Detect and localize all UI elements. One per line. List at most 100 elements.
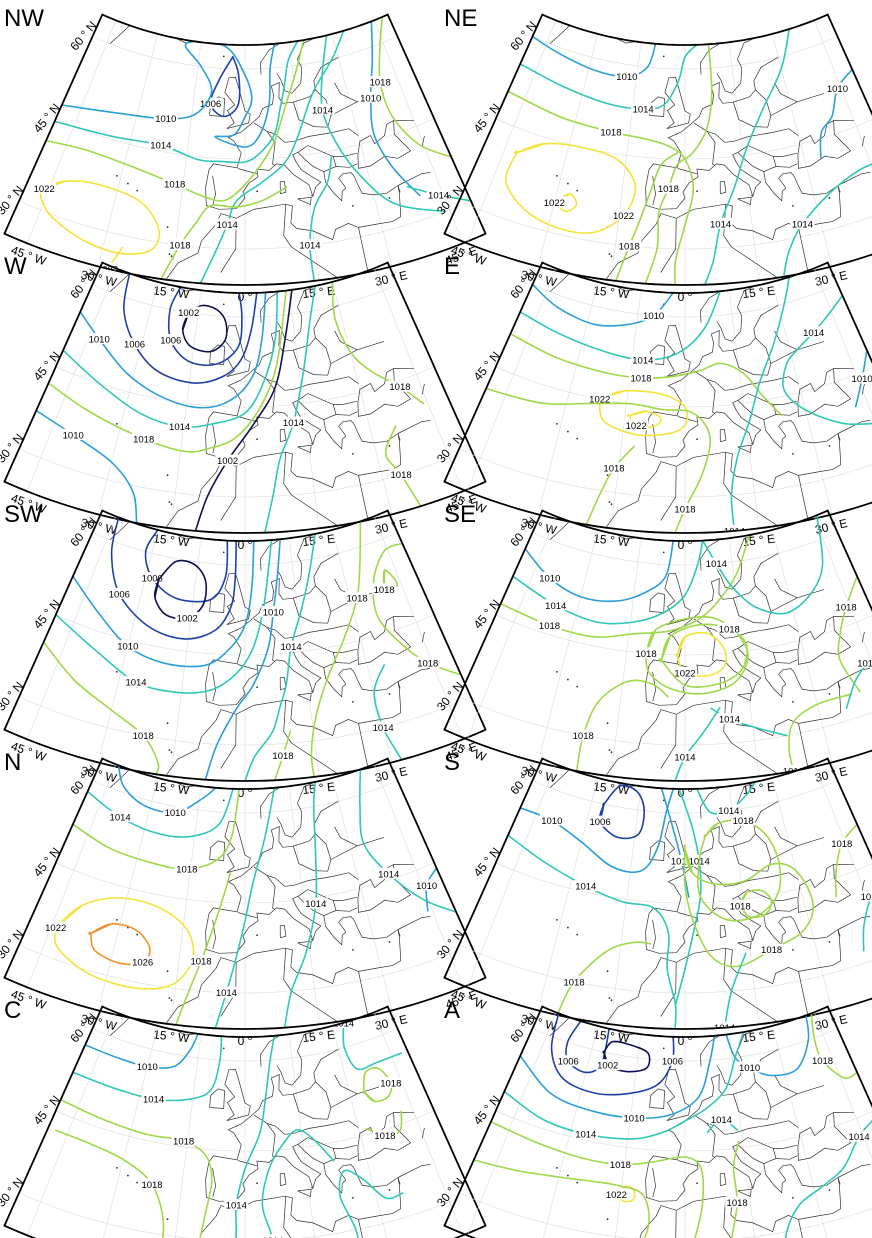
isobar-label-bg [631, 102, 656, 114]
isobar-label: 1014 [719, 715, 740, 726]
lon-tick-label: 15 ° E [302, 532, 336, 550]
isobar-label: 1018 [635, 649, 656, 660]
isobar-line [167, 286, 243, 367]
isobar-label: 1006 [589, 817, 610, 828]
isobar-line [42, 641, 160, 776]
isobar-label-bg [571, 729, 596, 741]
isobar-label-bg [829, 837, 854, 849]
isobar-line [598, 784, 646, 840]
isobar-label: 1006 [109, 589, 130, 600]
lon-tick-label: 15 ° E [742, 284, 776, 302]
isobar-label: 1022 [589, 395, 610, 406]
isobar-label-bg [108, 810, 133, 822]
isobar-label-bg [542, 196, 567, 208]
isobar-label-bg [855, 656, 872, 668]
isobar-label: 1022 [626, 421, 647, 432]
isobar-label: 1014 [169, 422, 190, 433]
isobar-line [519, 1035, 716, 1120]
isobar-label-bg [215, 218, 240, 230]
isobar-label: 1018 [539, 621, 560, 632]
panel-se: 1010 1014 1018 1014 1018 1022 1018 1018 1014 1018… [434, 501, 872, 800]
panel-label: W [4, 253, 27, 280]
isobar-line [79, 291, 267, 409]
isobar-label-bg [630, 353, 655, 365]
lat-tick-label: 45 ° N [471, 597, 503, 632]
isobar-label-bg [215, 454, 240, 466]
isobar-label: 1018 [603, 464, 624, 475]
isobar-label: 1006 [124, 340, 145, 351]
isobar-line [837, 575, 861, 693]
isobar-label: 1010 [643, 311, 664, 322]
isobar-line [45, 39, 305, 202]
isobars: 1010 1014 1018 1022 1026 1018 1014 1014 1014 1010 [43, 764, 457, 1029]
lat-tick-label: 45 ° N [471, 101, 503, 136]
isobar-label: 1018 [733, 816, 754, 827]
isobar-label: 1006 [558, 1057, 579, 1068]
isobar-line [84, 1033, 199, 1069]
isobar-label-bg [162, 177, 187, 189]
graticule [18, 268, 472, 533]
isobar-label-bg [673, 751, 697, 762]
isobar-label-bg [224, 1198, 249, 1210]
isobars: 1010 1014 1018 1022 1018 1014 1010 1022 1018 1014 [505, 28, 872, 285]
isobar-label-bg [810, 1054, 835, 1066]
isobar-label-bg [614, 70, 639, 82]
isobar-line [704, 28, 790, 285]
isobar-label-bg [728, 899, 753, 911]
isobar-label: 1002 [178, 308, 199, 319]
isobar-label-bg [148, 139, 173, 151]
isobar-label: 1014 [110, 812, 131, 823]
isobars: 1010 1014 1018 1014 1018 1022 1018 1018 1014 1018… [499, 514, 872, 781]
isobar-line [123, 272, 258, 384]
isobar-line [531, 35, 657, 78]
isobar-label: 1014 [710, 219, 731, 230]
isobar-label: 1018 [836, 602, 857, 613]
lat-tick-label: 60 ° N [67, 19, 99, 54]
lat-tick-label: 30 ° N [434, 431, 466, 466]
isobar-label: 1022 [674, 669, 695, 680]
isobar-label: 1014 [714, 1023, 735, 1034]
isobar-line [61, 40, 276, 148]
isobar-line [144, 529, 229, 603]
isobar-label: 1014 [305, 899, 326, 910]
panel-e: 1010 1014 1018 1022 1018 1014 1022 1014 1010 1018… [434, 253, 872, 552]
isobar-label: 1014 [718, 806, 739, 817]
isobar-label-bg [731, 814, 756, 826]
isobar-label: 1010 [117, 642, 138, 653]
isobar-label-bg [368, 76, 393, 88]
isobar-label: 1018 [374, 585, 395, 596]
isobar-label-bg [279, 640, 304, 652]
isobar-line [503, 1031, 745, 1140]
isobar-label-bg [717, 713, 742, 725]
isobar-label: 1010 [671, 856, 692, 867]
isobar-line [338, 1169, 404, 1238]
isobar-line [117, 764, 217, 814]
lat-tick-label: 30 ° N [434, 679, 466, 714]
panel-c: 1010101410181018101410141014101810181014… [0, 997, 487, 1238]
isobar-label-bg [107, 587, 132, 599]
isobar-label-bg [175, 612, 200, 624]
isobar-line [310, 520, 362, 778]
lat-tick-label: 45 ° N [471, 1093, 503, 1128]
isobar-label-bg [171, 1134, 196, 1146]
isobar-line [209, 56, 241, 118]
isobar-label: 1002 [217, 456, 238, 467]
isobar-label: 1018 [173, 1136, 194, 1147]
isobars: 1006 1010 1014 1018 1022 1014 1018 1010 1014 1018… [32, 16, 472, 285]
panel-a: 1006 1002 1006 1010 1010 1014 1014 1018 1022 1018… [434, 997, 872, 1238]
isobar-line [62, 290, 279, 429]
isobar-label: 1014 [373, 723, 394, 734]
panel-label: NE [444, 5, 477, 32]
isobars: 1006 1002 1006 1010 1010 1014 1014 1018 1022 1018… [473, 1012, 872, 1238]
isobar-label-bg [158, 334, 183, 346]
isobar-label: 1018 [719, 624, 740, 635]
isobar-label: 1022 [544, 198, 565, 209]
isobar-label-bg [759, 943, 784, 955]
isobar-label-bg [130, 956, 155, 968]
isobar-label-bg [598, 125, 623, 137]
isobar-line [660, 787, 690, 898]
panel-label: N [4, 749, 21, 776]
isobar-line [53, 40, 299, 164]
isobar-label-bg [634, 647, 659, 659]
coastlines [109, 273, 431, 533]
